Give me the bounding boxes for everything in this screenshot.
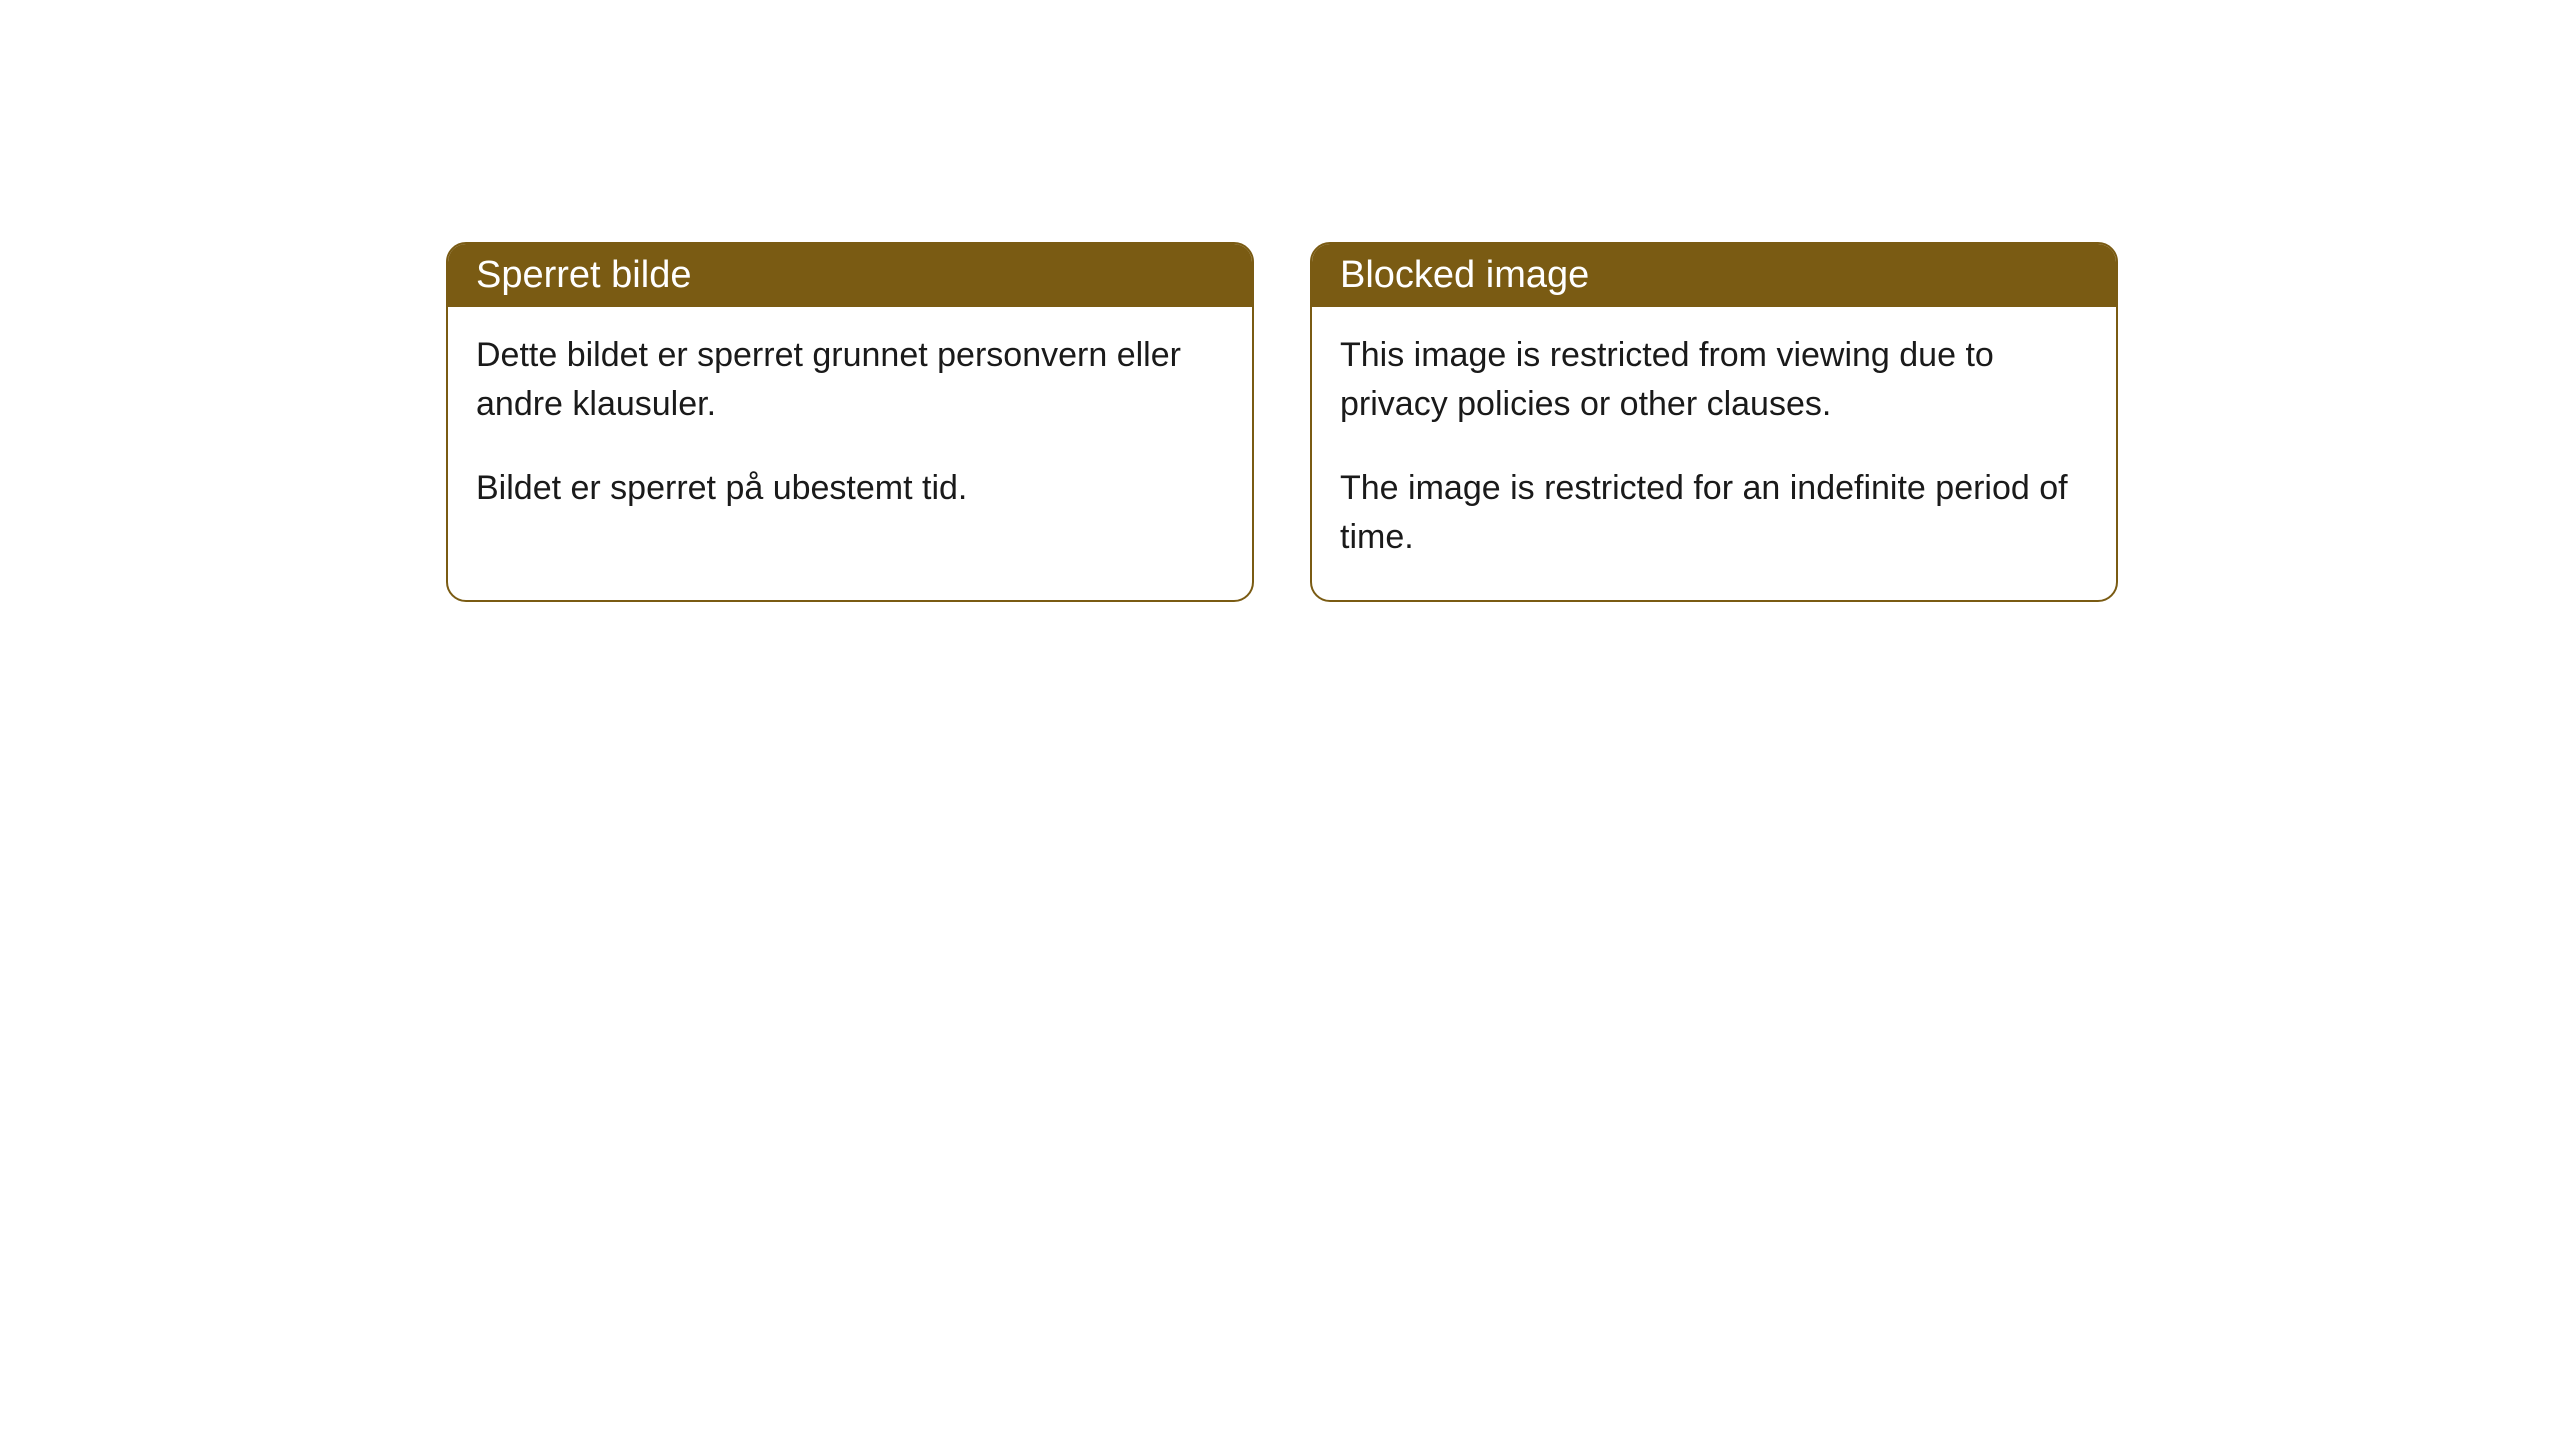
card-body: Dette bildet er sperret grunnet personve… bbox=[448, 307, 1252, 551]
card-paragraph: This image is restricted from viewing du… bbox=[1340, 331, 2088, 430]
card-paragraph: Dette bildet er sperret grunnet personve… bbox=[476, 331, 1224, 430]
card-body: This image is restricted from viewing du… bbox=[1312, 307, 2116, 600]
blocked-image-card-english: Blocked image This image is restricted f… bbox=[1310, 242, 2118, 602]
card-paragraph: Bildet er sperret på ubestemt tid. bbox=[476, 464, 1224, 513]
card-header: Blocked image bbox=[1312, 244, 2116, 307]
card-title: Blocked image bbox=[1340, 254, 1589, 296]
card-title: Sperret bilde bbox=[476, 254, 691, 296]
cards-container: Sperret bilde Dette bildet er sperret gr… bbox=[0, 0, 2560, 602]
blocked-image-card-norwegian: Sperret bilde Dette bildet er sperret gr… bbox=[446, 242, 1254, 602]
card-header: Sperret bilde bbox=[448, 244, 1252, 307]
card-paragraph: The image is restricted for an indefinit… bbox=[1340, 464, 2088, 563]
